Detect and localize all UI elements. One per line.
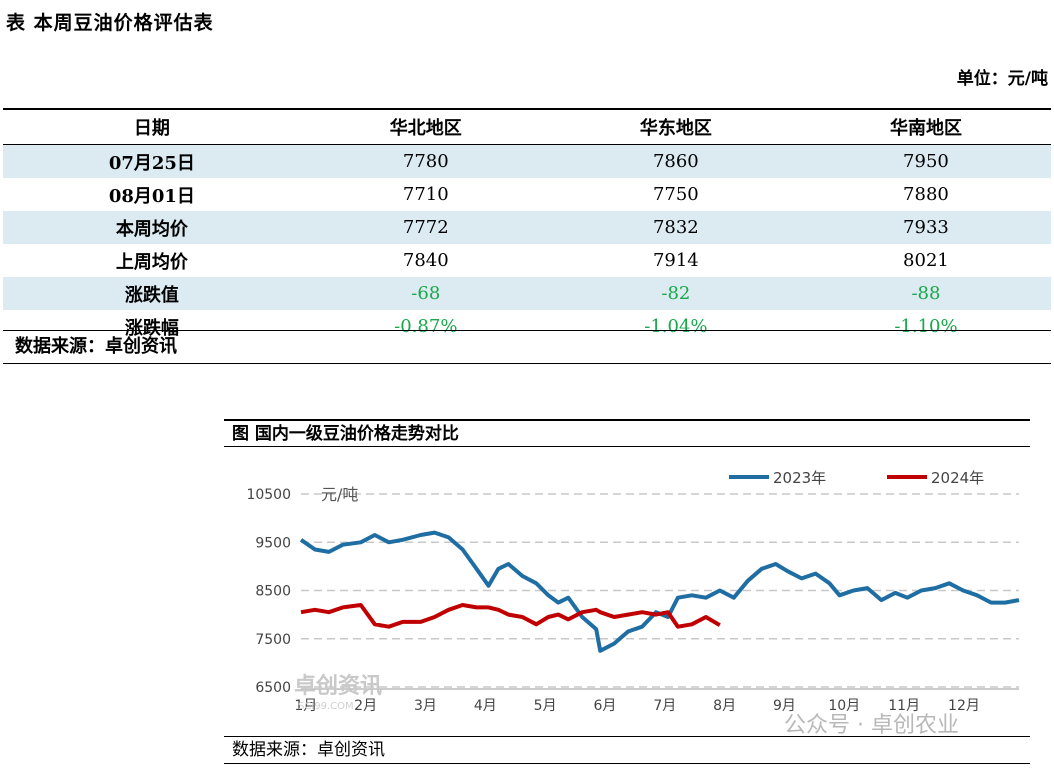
table-cell: 8021 — [903, 250, 949, 271]
header-date: 日期 — [3, 108, 301, 145]
header-south: 华南地区 — [800, 108, 1051, 145]
x-tick-label: 9月 — [773, 698, 796, 714]
table-header-row: 日期 华北地区 华东地区 华南地区 — [3, 108, 1051, 145]
y-tick-label: 6500 — [255, 680, 291, 696]
price-line-chart: 6500 7500 8500 9500 10500 1月 2月 3月 4月 5月 6月 7月 8月 9月 1… — [246, 469, 1020, 738]
table-cell: -88 — [800, 277, 1051, 310]
table-cell: 7750 — [652, 184, 699, 205]
table-cell: 7772 — [300, 211, 551, 244]
table-cell: 7832 — [550, 211, 801, 244]
x-tick-label: 12月 — [948, 698, 980, 714]
table-cell: -1.04% — [644, 316, 708, 337]
x-tick-label: 6月 — [593, 698, 616, 714]
header-north: 华北地区 — [300, 108, 551, 145]
table-cell: -82 — [550, 277, 801, 310]
table-cell: 7710 — [402, 184, 449, 205]
x-tick-label: 4月 — [474, 698, 497, 714]
y-tick-label: 10500 — [246, 487, 291, 503]
unit-label: 单位：元/吨 — [956, 69, 1048, 89]
legend-label: 2023年 — [773, 469, 826, 487]
watermark-sub: SCI99.COM — [298, 701, 354, 712]
chart-source: 数据来源：卓创资讯 — [224, 736, 1030, 764]
row-label: 涨跌幅 — [124, 317, 179, 339]
x-tick-label: 3月 — [414, 698, 437, 714]
x-tick-label: 11月 — [888, 698, 920, 714]
table-source: 数据来源：卓创资讯 — [3, 330, 1051, 364]
table-cell: -68 — [300, 277, 551, 310]
table-title: 表 本周豆油价格评估表 — [6, 12, 214, 34]
chart-title: 图 国内一级豆油价格走势对比 — [224, 419, 1030, 447]
x-tick-label: 8月 — [713, 698, 736, 714]
table-row: 08月01日 7710 7750 7880 — [3, 178, 1051, 211]
watermark-logo: 卓创资讯 — [294, 674, 382, 699]
table-cell: -1.10% — [894, 316, 958, 337]
table-cell: 7950 — [800, 144, 1051, 178]
y-tick-label: 8500 — [255, 584, 291, 600]
table-row: 上周均价 7840 7914 8021 — [3, 244, 1051, 277]
row-label: 上周均价 — [115, 251, 188, 273]
row-label: 08月01日 — [108, 185, 195, 207]
y-axis-label: 元/吨 — [321, 485, 358, 504]
table-cell: 7880 — [903, 184, 949, 205]
chart-panel: 图 国内一级豆油价格走势对比 6500 7500 8500 9500 10500 1月 2月… — [224, 419, 1030, 764]
table-row: 本周均价 7772 7832 7933 — [3, 211, 1051, 244]
x-tick-label: 10月 — [828, 698, 860, 714]
table-cell: 7914 — [652, 250, 699, 271]
price-table: 日期 华北地区 华东地区 华南地区 07月25日 7780 7860 7950 08月0… — [3, 108, 1051, 343]
header-east: 华东地区 — [550, 108, 801, 145]
x-tick-label: 1月 — [294, 698, 317, 714]
x-tick-label: 5月 — [534, 698, 557, 714]
table-row: 07月25日 7780 7860 7950 — [3, 144, 1051, 178]
table-cell: 7860 — [550, 144, 801, 178]
row-label: 涨跌值 — [3, 277, 301, 310]
row-label: 07月25日 — [3, 144, 301, 178]
table-cell: -0.87% — [394, 316, 458, 337]
y-tick-label: 7500 — [255, 632, 291, 648]
footer-watermark: 公众号 · 卓创农业 — [784, 713, 959, 738]
table-row: 涨跌幅 -0.87% -1.04% -1.10% — [3, 310, 1051, 343]
series-line-2023年 — [299, 530, 1020, 653]
table-cell: 7780 — [300, 144, 551, 178]
x-tick-label: 2月 — [354, 698, 377, 714]
table-cell: 7933 — [800, 211, 1051, 244]
table-cell: 7840 — [402, 250, 449, 271]
table-row: 涨跌值 -68 -82 -88 — [3, 277, 1051, 310]
legend-label: 2024年 — [931, 469, 984, 487]
series-line-2024年 — [300, 603, 721, 629]
y-tick-label: 9500 — [255, 535, 291, 551]
row-label: 本周均价 — [3, 211, 301, 244]
x-tick-label: 7月 — [653, 698, 676, 714]
